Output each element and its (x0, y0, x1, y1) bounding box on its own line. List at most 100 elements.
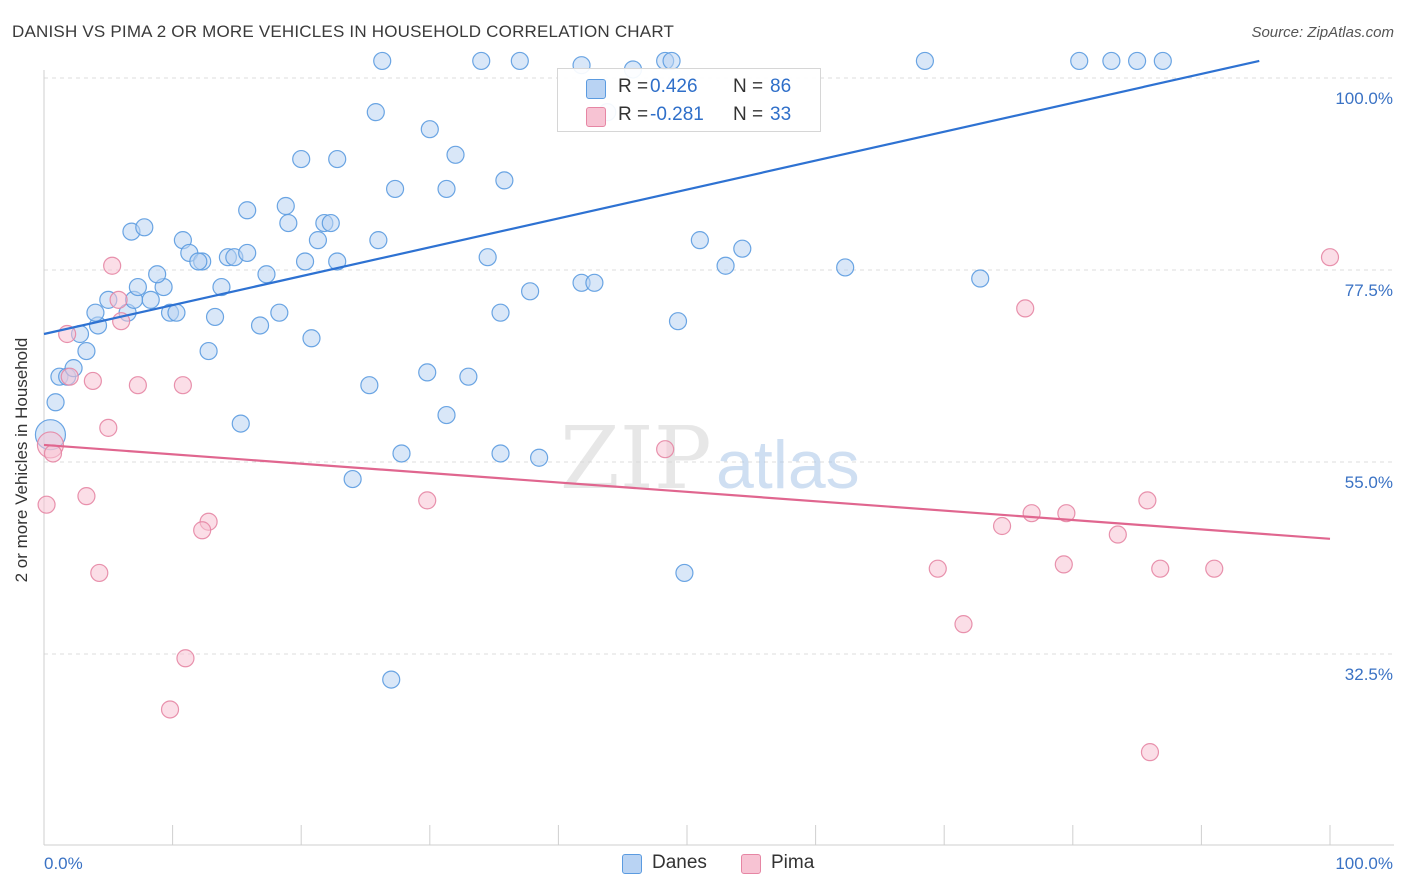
danes-point (343, 469, 362, 489)
pima-point (103, 256, 122, 275)
danes-point (675, 563, 694, 583)
danes-point (199, 341, 218, 361)
pima-point (90, 563, 109, 583)
danes-point (478, 248, 497, 267)
r-label: R = (618, 76, 649, 97)
danes-point (328, 252, 347, 271)
pima-swatch (586, 107, 606, 127)
legend-row-pima: R = -0.281 N = 33 (558, 101, 820, 129)
y-tick-label: 32.5% (1345, 665, 1393, 684)
danes-point (491, 303, 510, 322)
danes-point (437, 405, 456, 425)
x-tick-label: 0.0% (44, 854, 83, 873)
pima-point (1320, 248, 1340, 267)
source-label: Source: ZipAtlas.com (1251, 24, 1394, 41)
x-tick-label: 100.0% (1335, 854, 1393, 873)
danes-point (308, 231, 328, 250)
danes-point (373, 51, 392, 71)
danes-point (295, 252, 315, 271)
n-value: 86 (770, 76, 792, 97)
pima-point (954, 615, 973, 634)
danes-point (385, 179, 405, 199)
danes-point (1127, 51, 1147, 71)
pima-point (1151, 559, 1170, 578)
danes-point (270, 303, 289, 322)
danes-point (971, 269, 990, 288)
pima-point (928, 559, 947, 578)
chart-title: DANISH VS PIMA 2 OR MORE VEHICLES IN HOU… (12, 22, 675, 41)
danes-point (369, 231, 388, 250)
pima-point (1022, 504, 1041, 523)
watermark-zip: ZIP (560, 409, 712, 509)
pima-point (1108, 525, 1127, 544)
danes-point (668, 312, 688, 331)
danes-point (662, 51, 681, 71)
danes-legend-label: Danes (652, 852, 707, 873)
gridlines (44, 77, 1394, 655)
pima-point (77, 487, 96, 506)
danes-point (1102, 51, 1121, 71)
pima-point (99, 418, 118, 437)
danes-point (420, 120, 439, 139)
danes-legend-swatch (622, 854, 642, 874)
danes-point (231, 414, 250, 433)
danes-point (418, 363, 437, 382)
pima-point (418, 491, 437, 510)
danes-point (1153, 51, 1172, 71)
danes-point (276, 196, 295, 216)
pima-point (173, 376, 192, 395)
pima-point (1057, 504, 1076, 523)
n-label: N = (733, 104, 764, 125)
danes-point (382, 670, 401, 689)
danes-point (167, 303, 186, 322)
danes-point (77, 341, 96, 361)
r-label: R = (618, 104, 649, 125)
danes-point (189, 252, 208, 271)
danes-point (135, 218, 154, 237)
pima-point (37, 495, 56, 514)
danes-point (733, 239, 752, 258)
danes-trend-line (43, 59, 1260, 336)
r-value: -0.281 (650, 104, 704, 125)
danes-point (1070, 51, 1089, 71)
danes-point (302, 329, 321, 348)
danes-point (212, 277, 231, 297)
danes-point (716, 256, 735, 275)
data-points (34, 51, 1340, 762)
danes-point (46, 393, 65, 412)
pima-point (1140, 743, 1160, 762)
pima-point (1138, 491, 1157, 510)
legend-row-danes: R = 0.426 N = 86 (558, 73, 820, 101)
pima-point (1016, 299, 1035, 318)
pima-trend-line (43, 443, 1331, 540)
danes-point (491, 444, 510, 463)
danes-point (437, 179, 456, 199)
danes-point (459, 367, 478, 386)
danes-point (86, 303, 105, 322)
danes-point (257, 265, 276, 284)
pima-legend-swatch (741, 854, 761, 874)
pima-point (128, 376, 147, 395)
danes-point (446, 145, 465, 164)
danes-point (836, 258, 855, 277)
series-legend: Danes Pima (0, 852, 1406, 878)
danes-point (690, 231, 709, 250)
n-value: 33 (770, 104, 792, 125)
danes-point (250, 316, 270, 335)
danes-point (392, 444, 411, 463)
danes-point (530, 448, 549, 467)
r-value: 0.426 (650, 76, 698, 97)
pima-point (160, 700, 180, 719)
danes-point (279, 213, 298, 233)
tick-labels: 100.0% 77.5% 55.0% 32.5% 0.0% 100.0% (44, 89, 1393, 873)
pima-point (992, 516, 1012, 536)
danes-point (328, 149, 347, 169)
danes-point (495, 171, 514, 190)
y-axis-label-container: 2 or more Vehicles in Household (2, 0, 42, 892)
pima-point (656, 440, 675, 459)
danes-point (141, 290, 160, 309)
danes-point (292, 149, 311, 169)
trend-lines (43, 59, 1331, 540)
danes-point (472, 51, 491, 71)
